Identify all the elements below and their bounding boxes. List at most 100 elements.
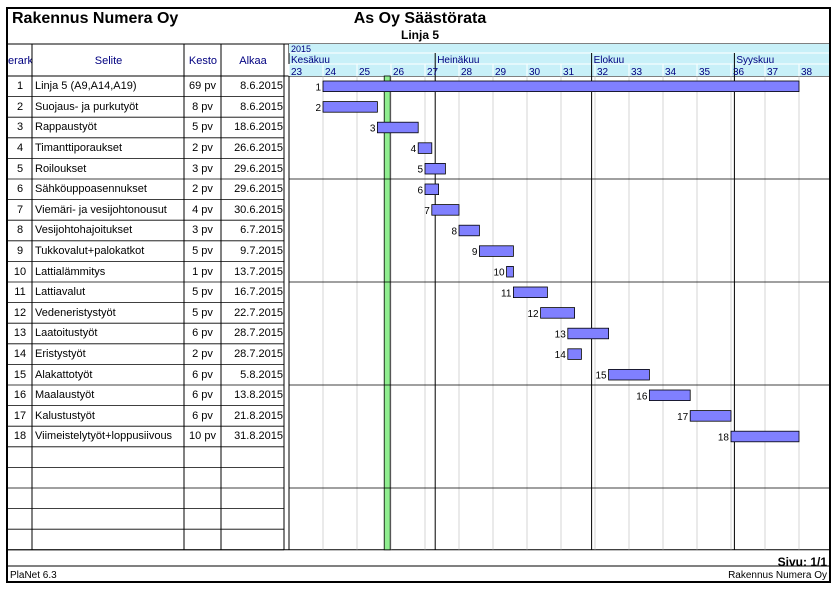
- task-start: 8.6.2015: [240, 100, 283, 113]
- task-duration: 5 pv: [192, 306, 213, 319]
- task-duration: 4 pv: [192, 203, 213, 216]
- column-header-start: Alkaa: [239, 54, 267, 67]
- task-bar: [608, 368, 650, 381]
- task-name: Eristystyöt: [35, 348, 86, 361]
- task-bar-label: 12: [527, 309, 539, 320]
- page-number: Sivu: 1/1: [777, 555, 827, 569]
- task-duration: 1 pv: [192, 265, 213, 278]
- task-bar-label: 6: [417, 185, 423, 196]
- task-bar-label: 2: [315, 103, 321, 114]
- task-start: 16.7.2015: [234, 286, 283, 299]
- task-bar-label: 14: [555, 350, 567, 361]
- week-label: 26: [393, 67, 405, 78]
- task-duration: 5 pv: [192, 245, 213, 258]
- task-duration: 2 pv: [192, 348, 213, 361]
- week-label: 33: [631, 67, 643, 78]
- month-label: Elokuu: [594, 55, 625, 66]
- task-name: Alakattotyöt: [35, 368, 93, 381]
- task-name: Lattiavalut: [35, 286, 86, 299]
- task-id: 17: [13, 409, 27, 422]
- task-bar: [567, 327, 609, 340]
- task-bar-label: 7: [424, 206, 430, 217]
- footer-company: Rakennus Numera Oy: [728, 570, 827, 581]
- company-name: Rakennus Numera Oy: [12, 10, 179, 27]
- task-name: Vesijohtohajoitukset: [35, 224, 133, 237]
- task-start: 22.7.2015: [234, 306, 283, 319]
- task-id: 4: [16, 142, 24, 155]
- task-bar: [513, 286, 548, 299]
- task-bar-label: 16: [636, 391, 648, 402]
- task-bar: [730, 430, 800, 443]
- column-header-desc: Selite: [94, 54, 123, 67]
- task-bar-label: 15: [595, 371, 607, 382]
- week-label: 37: [767, 67, 779, 78]
- task-id: 14: [13, 348, 27, 361]
- month-label: Syyskuu: [736, 55, 774, 66]
- task-bar-label: 11: [501, 288, 512, 299]
- task-bar: [567, 348, 582, 360]
- task-name: Linja 5 (A9,A14,A19): [35, 80, 137, 93]
- task-name: Rappaustyöt: [35, 121, 97, 134]
- week-label: 25: [359, 67, 371, 78]
- task-name: Roiloukset: [35, 162, 87, 175]
- task-start: 13.8.2015: [234, 389, 283, 402]
- task-name: Timanttiporaukset: [35, 142, 123, 155]
- task-id: 10: [13, 265, 27, 278]
- task-duration: 2 pv: [192, 142, 213, 155]
- week-label: 31: [563, 67, 575, 78]
- week-label: 27: [427, 67, 439, 78]
- task-bar: [478, 245, 514, 257]
- task-id: 13: [13, 327, 27, 340]
- week-label: 34: [665, 67, 677, 78]
- task-bar: [689, 410, 732, 422]
- task-id: 18: [13, 430, 27, 443]
- task-name: Lattialämmitys: [35, 265, 106, 278]
- column-header-id: erark: [8, 54, 32, 67]
- week-label: 36: [733, 67, 745, 78]
- task-name: Laatoitustyöt: [35, 327, 98, 340]
- task-duration: 6 pv: [192, 389, 213, 402]
- task-id: 12: [13, 306, 27, 319]
- task-start: 30.6.2015: [234, 203, 283, 216]
- task-bar: [506, 265, 514, 278]
- task-id: 15: [13, 368, 27, 381]
- column-header-duration: Kesto: [188, 54, 218, 67]
- task-id: 11: [14, 286, 26, 299]
- task-bar-label: 3: [370, 124, 376, 135]
- task-bar-label: 17: [677, 412, 689, 423]
- task-bar-label: 5: [417, 165, 423, 176]
- task-name: Sähköuppoasennukset: [35, 183, 147, 196]
- task-bar: [322, 80, 800, 93]
- task-id: 3: [16, 121, 24, 134]
- month-label: Kesäkuu: [291, 55, 330, 66]
- task-name: Viimeistelytyöt+loppusiivous: [35, 430, 173, 443]
- task-bar: [322, 101, 378, 113]
- page-frame: [6, 7, 831, 583]
- week-label: 32: [597, 67, 609, 78]
- task-duration: 2 pv: [192, 183, 213, 196]
- task-duration: 6 pv: [192, 368, 213, 381]
- task-duration: 8 pv: [192, 100, 213, 113]
- task-bar-label: 9: [472, 247, 478, 258]
- project-title: As Oy Säästörata: [353, 10, 487, 27]
- project-subtitle: Linja 5: [400, 28, 439, 42]
- task-duration: 3 pv: [192, 162, 213, 175]
- task-start: 28.7.2015: [234, 327, 283, 340]
- task-bar-label: 8: [451, 227, 457, 238]
- task-bar-label: 10: [493, 268, 505, 279]
- task-bar: [376, 121, 419, 134]
- task-duration: 5 pv: [192, 286, 213, 299]
- task-bar-label: 1: [315, 82, 321, 93]
- task-start: 6.7.2015: [240, 224, 283, 237]
- timeline-header-band: [289, 44, 829, 76]
- task-duration: 6 pv: [192, 409, 213, 422]
- task-start: 18.6.2015: [234, 121, 283, 134]
- task-id: 9: [16, 245, 24, 258]
- task-id: 5: [16, 162, 24, 175]
- footer-app: PlaNet 6.3: [10, 570, 57, 581]
- task-start: 21.8.2015: [234, 409, 283, 422]
- task-id: 1: [16, 80, 24, 93]
- week-label: 23: [291, 67, 303, 78]
